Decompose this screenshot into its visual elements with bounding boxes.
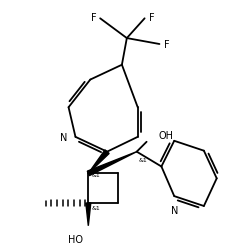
Polygon shape [88,150,109,174]
Text: N: N [170,205,178,215]
Text: &1: &1 [139,157,148,162]
Text: OH: OH [158,130,173,140]
Text: F: F [164,40,170,50]
Text: HO: HO [68,234,83,244]
Text: &1: &1 [91,173,100,178]
Polygon shape [87,152,137,176]
Text: F: F [148,13,154,23]
Text: &1: &1 [91,205,100,210]
Polygon shape [86,203,91,226]
Text: N: N [60,132,68,142]
Text: F: F [91,13,96,23]
